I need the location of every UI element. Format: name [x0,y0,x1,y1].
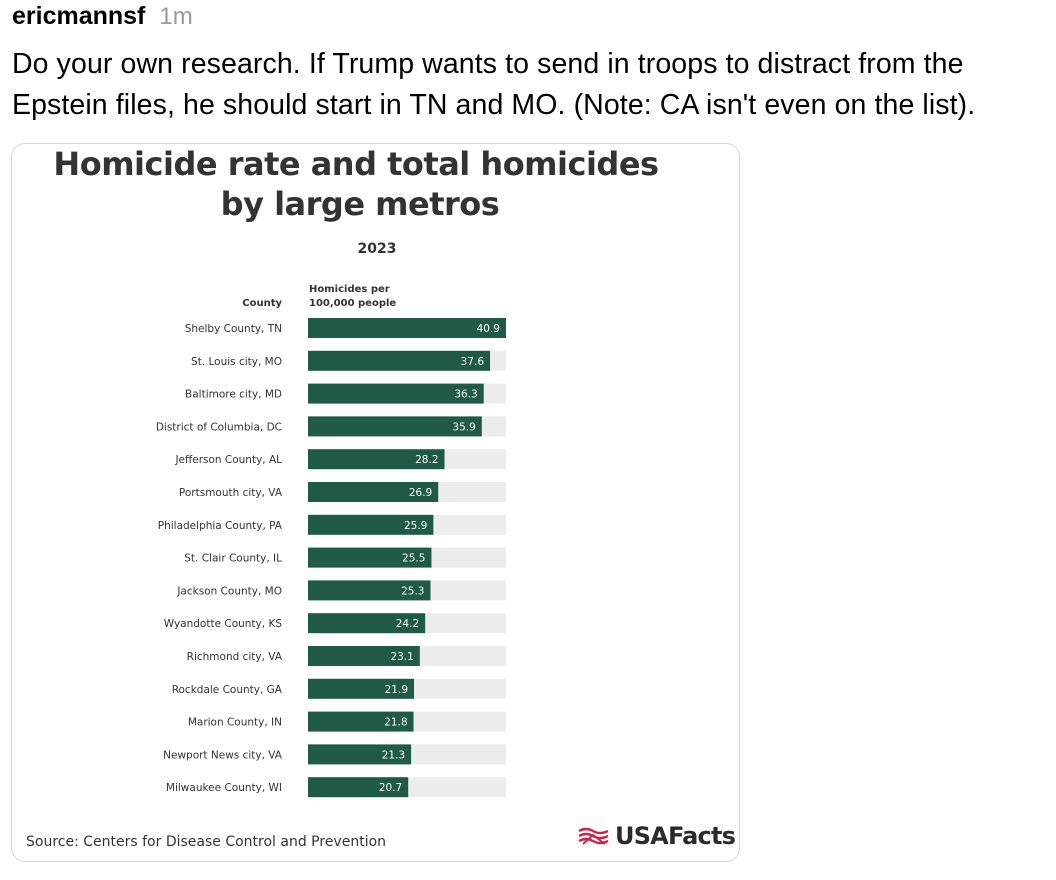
category-label: Philadelphia County, PA [158,520,283,532]
value-label: 21.3 [382,749,405,761]
bar [308,580,431,601]
value-label: 25.5 [402,553,425,565]
bar [308,318,506,338]
chart-title: Homicide rate and total homicides by lar… [12,144,739,224]
bar [308,744,412,765]
value-header-line-1: Homicides per [309,284,390,295]
value-label: 35.9 [452,421,475,433]
category-label: Baltimore city, MD [185,389,282,401]
value-label: 25.3 [401,585,424,597]
value-label: 40.9 [477,323,500,335]
value-label: 21.9 [385,684,408,696]
category-label: Marion County, IN [188,717,282,729]
bar [308,383,484,404]
value-label: 26.9 [409,487,432,499]
source-note: Source: Centers for Disease Control and … [26,834,387,850]
category-label: Jefferson County, AL [174,454,282,466]
category-label: Portsmouth city, VA [179,487,283,499]
category-label: St. Clair County, IL [184,553,282,565]
post-header: ericmannsf 1m [12,2,193,34]
category-label: Wyandotte County, KS [164,618,283,630]
logo-text: USAFacts [615,822,736,850]
bar [308,514,434,535]
bar [308,777,409,798]
value-label: 24.2 [396,618,419,630]
category-label: Milwaukee County, WI [166,782,282,794]
category-label: Newport News city, VA [163,749,283,761]
category-label: Shelby County, TN [185,323,282,335]
flag-icon [578,827,609,845]
post-text: Do your own research. If Trump wants to … [12,48,976,121]
bar [308,547,432,568]
value-label: 25.9 [404,520,427,532]
bar [308,678,415,699]
value-label: 20.7 [379,782,402,794]
bar [308,613,426,634]
bars-group: Shelby County, TN 40.9 St. Louis city, MO 3… [156,318,506,798]
username[interactable]: ericmannsf [12,2,146,30]
chart-title-line-1: Homicide rate and total homicides [53,145,659,183]
bar-chart: 2023 County Homicides per 100,000 people… [156,241,506,798]
bar [308,482,439,502]
category-label: District of Columbia, DC [156,421,282,433]
category-label: Richmond city, VA [187,651,283,663]
chart-title-line-2: by large metros [220,185,500,223]
chart-image-card[interactable]: Homicide rate and total homicides by lar… [11,143,740,862]
bar [308,416,482,437]
category-label: Rockdale County, GA [172,684,283,696]
bar [308,449,445,470]
timestamp: 1m [159,3,193,30]
chart-subtitle: 2023 [358,241,397,257]
value-label: 21.8 [384,717,407,729]
value-label: 28.2 [415,454,438,466]
bar [308,350,491,371]
category-label: St. Louis city, MO [191,356,282,368]
value-header-line-2: 100,000 people [309,298,396,309]
category-label: Jackson County, MO [176,585,282,597]
value-label: 36.3 [454,389,477,401]
bar [308,646,420,666]
value-label: 23.1 [390,651,413,663]
usafacts-logo: USAFacts [577,822,736,850]
category-header: County [242,298,282,309]
value-label: 37.6 [461,356,485,368]
bar [308,711,414,732]
